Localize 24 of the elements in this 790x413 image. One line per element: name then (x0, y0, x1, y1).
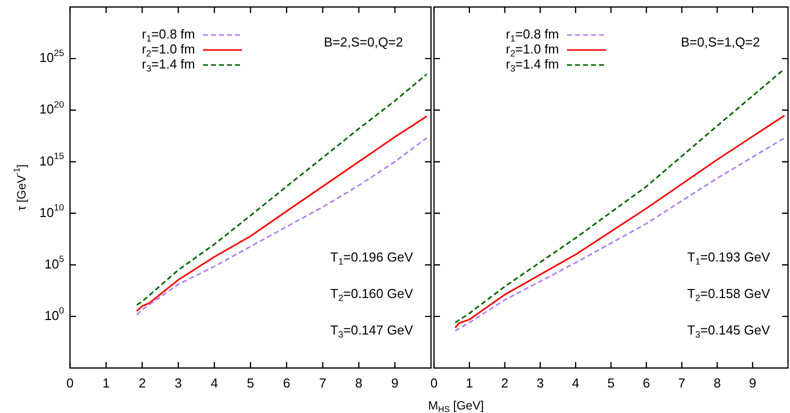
x-tick-label: 4 (572, 376, 580, 391)
x-tick-label: 5 (246, 376, 254, 391)
x-tick-label: 3 (174, 376, 182, 391)
x-tick-label: 6 (642, 376, 650, 391)
x-tick-label: 8 (355, 376, 362, 391)
x-tick-label: 8 (714, 376, 721, 391)
x-tick-label: 9 (391, 376, 399, 391)
x-tick-label: 0 (66, 376, 74, 391)
x-tick-label: 3 (536, 376, 544, 391)
x-tick-label: 7 (678, 376, 686, 391)
x-tick-label: 9 (748, 376, 756, 391)
x-tick-label: 0 (430, 376, 438, 391)
line-series (136, 73, 428, 306)
x-tick-label: 2 (138, 376, 146, 391)
x-tick-label: 4 (210, 376, 218, 391)
x-tick-label: 1 (102, 376, 110, 391)
x-tick-label: 1 (466, 376, 474, 391)
x-tick-label: 7 (319, 376, 326, 391)
x-tick-label: 5 (607, 376, 615, 391)
x-tick-label: 2 (501, 376, 508, 391)
annotation: B=2,S=0,Q=2 (324, 34, 404, 50)
x-tick-label: 6 (282, 376, 290, 391)
y-axis-title: τ [GeV-1] (12, 164, 28, 211)
annotation: B=0,S=1,Q=2 (680, 34, 760, 50)
